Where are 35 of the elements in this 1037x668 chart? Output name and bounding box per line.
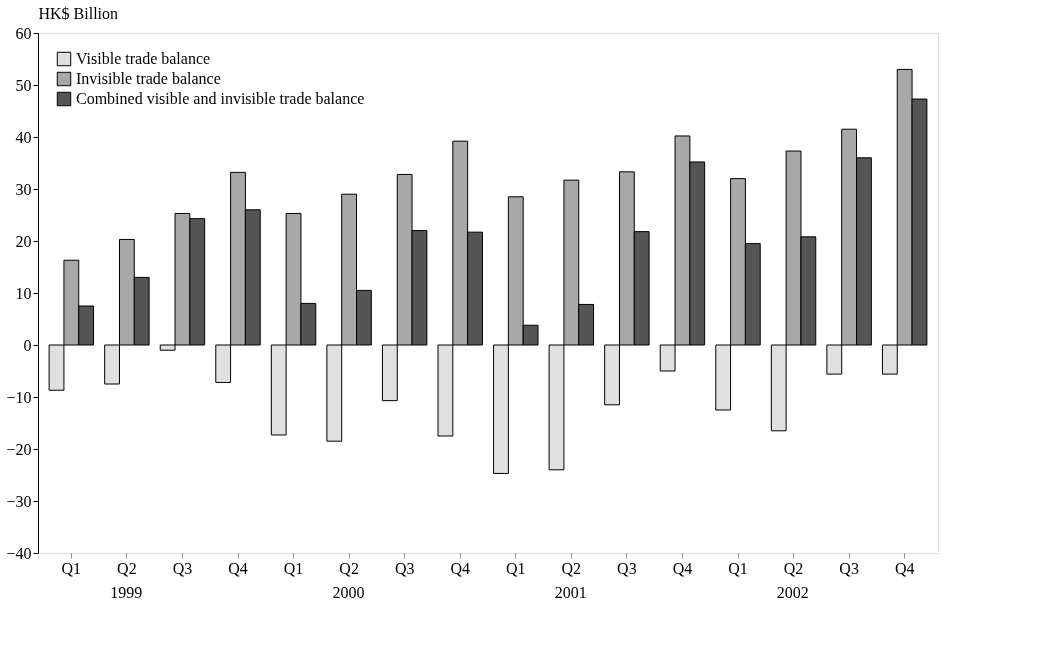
legend-label: Combined visible and invisible trade balance: [76, 90, 365, 107]
x-tick-label: Q1: [61, 559, 82, 577]
x-tick-label: Q1: [728, 559, 748, 577]
x-tick-label: Q3: [617, 559, 637, 577]
x-tick-label: Q2: [783, 559, 804, 577]
y-tick-label: −20: [6, 440, 32, 458]
y-tick-label: −10: [6, 388, 32, 406]
y-tick-label: 50: [15, 76, 32, 94]
x-tick-label: Q1: [283, 559, 304, 577]
y-tick-label: 0: [23, 336, 32, 354]
y-tick-label: 40: [15, 128, 32, 146]
text: 2002: [776, 584, 809, 601]
x-tick-label: Q2: [339, 559, 359, 577]
y-tick-label: −40: [6, 544, 32, 562]
text: 2000: [332, 584, 365, 601]
text: 1999: [110, 584, 143, 601]
legend-label: Invisible trade balance: [76, 70, 221, 87]
x-tick-label: Q2: [117, 559, 137, 577]
y-tick-label: −30: [6, 492, 32, 510]
x-tick-label: Q3: [839, 559, 859, 577]
x-tick-label: Q2: [561, 559, 582, 577]
y-tick-label: 20: [15, 232, 32, 250]
x-tick-label: Q4: [450, 559, 470, 577]
y-tick-label: 30: [15, 180, 32, 198]
x-tick-label: Q4: [228, 559, 248, 577]
x-tick-label: Q1: [506, 559, 526, 577]
legend-label: Visible trade balance: [76, 50, 211, 67]
y-axis-title: HK$ Billion: [38, 4, 119, 22]
x-tick-label: Q4: [894, 559, 915, 577]
x-tick-label: Q3: [394, 559, 415, 577]
y-tick-label: 10: [15, 284, 32, 302]
x-tick-label: Q4: [672, 559, 693, 577]
y-tick-label: 60: [15, 24, 32, 42]
text: 2001: [554, 584, 587, 601]
x-tick-label: Q3: [172, 559, 193, 577]
